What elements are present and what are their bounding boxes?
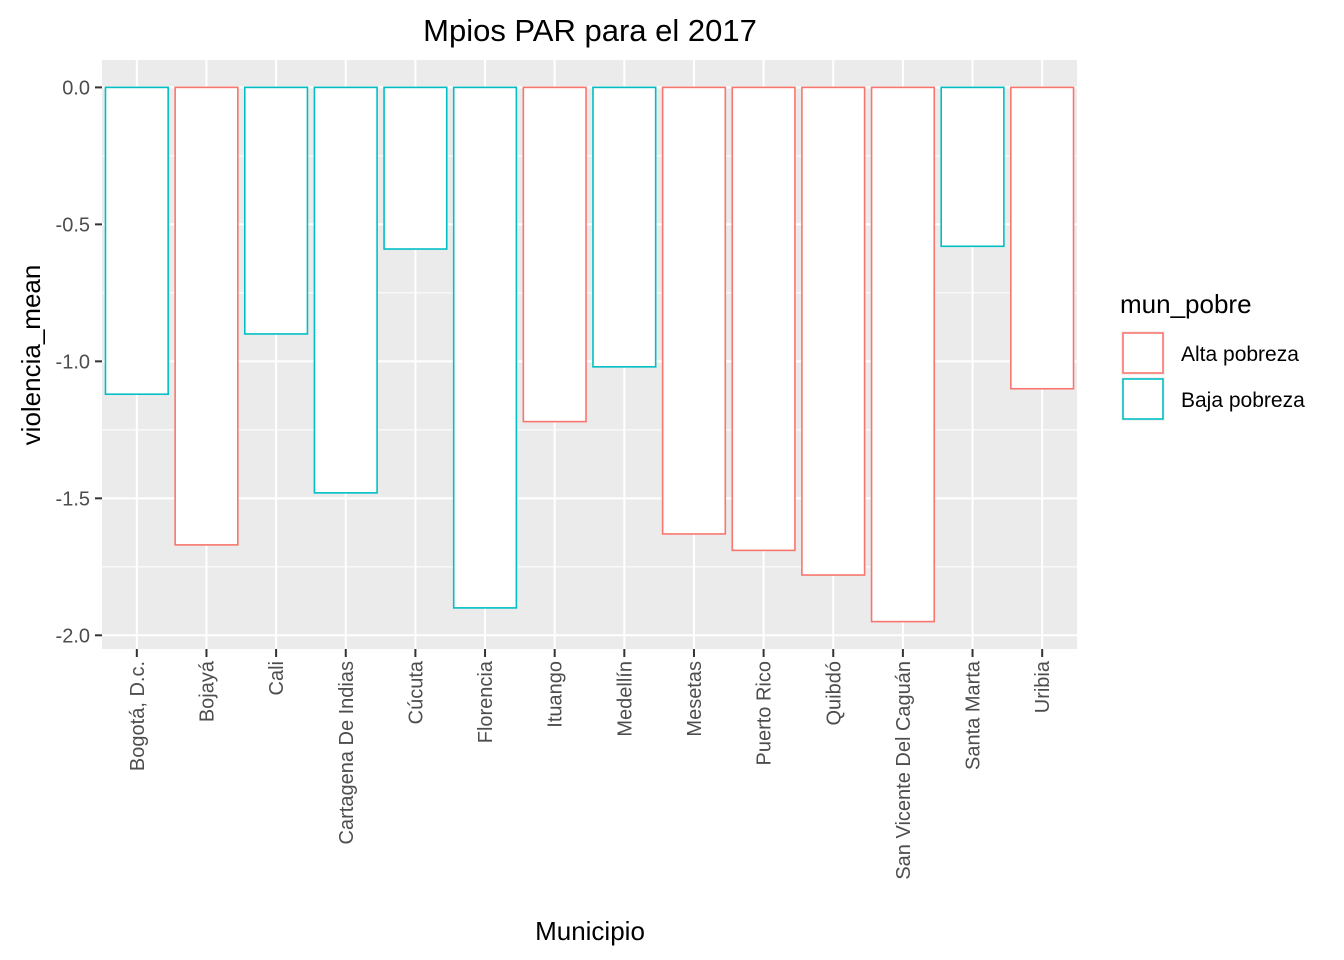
- x-tick-label: San Vicente Del Caguán: [893, 661, 915, 880]
- bar: [731, 86, 796, 552]
- bar: [592, 86, 657, 368]
- x-tick-label: Bojayá: [196, 660, 218, 722]
- bars: [104, 86, 1075, 623]
- bar: [940, 86, 1005, 248]
- bar: [174, 86, 239, 546]
- bar: [383, 86, 448, 250]
- chart-title: Mpios PAR para el 2017: [423, 13, 757, 48]
- y-tick-label: -1.0: [56, 351, 90, 373]
- legend-label: Alta pobreza: [1181, 343, 1299, 366]
- y-axis-title: violencia_mean: [16, 265, 46, 446]
- x-tick-label: Florencia: [475, 660, 497, 743]
- legend-key: [1122, 332, 1164, 374]
- legend-title: mun_pobre: [1120, 289, 1252, 319]
- legend: mun_pobre Alta pobreza Baja pobreza: [1120, 289, 1305, 421]
- bar: [522, 86, 587, 423]
- x-tick-label: Puerto Rico: [754, 661, 776, 766]
- x-tick-label: Cúcuta: [405, 660, 427, 724]
- x-tick-label: Bogotá, D.c.: [127, 661, 149, 771]
- x-tick-label: Quibdó: [823, 661, 845, 726]
- bar: [661, 86, 727, 535]
- x-tick-label: Ituango: [545, 661, 567, 728]
- x-tick-label: Cartagena De Indias: [336, 661, 358, 844]
- bar: [104, 86, 169, 396]
- y-axis: 0.0 -0.5 -1.0 -1.5 -2.0: [56, 77, 102, 647]
- bar: [1010, 86, 1075, 390]
- bar: [801, 86, 866, 576]
- x-axis: Bogotá, D.c. Bojayá Cali Cartagena De India…: [127, 649, 1054, 880]
- bar: [243, 86, 309, 335]
- legend-entries: Alta pobreza Baja pobreza: [1121, 331, 1305, 421]
- y-tick-label: -1.5: [56, 488, 90, 510]
- x-axis-title: Municipio: [535, 916, 645, 946]
- x-tick-label: Mesetas: [684, 661, 706, 737]
- legend-key: [1122, 378, 1164, 420]
- y-tick-label: -2.0: [56, 625, 90, 647]
- x-tick-label: Uribia: [1032, 660, 1054, 713]
- x-tick-label: Santa Marta: [963, 660, 985, 770]
- y-tick-label: 0.0: [62, 77, 90, 99]
- bar: [313, 86, 378, 494]
- legend-label: Baja pobreza: [1181, 389, 1305, 412]
- y-tick-label: -0.5: [56, 214, 90, 236]
- x-tick-label: Medellín: [614, 661, 636, 737]
- bar: [452, 86, 518, 609]
- bar: [870, 86, 936, 623]
- x-tick-label: Cali: [266, 661, 288, 695]
